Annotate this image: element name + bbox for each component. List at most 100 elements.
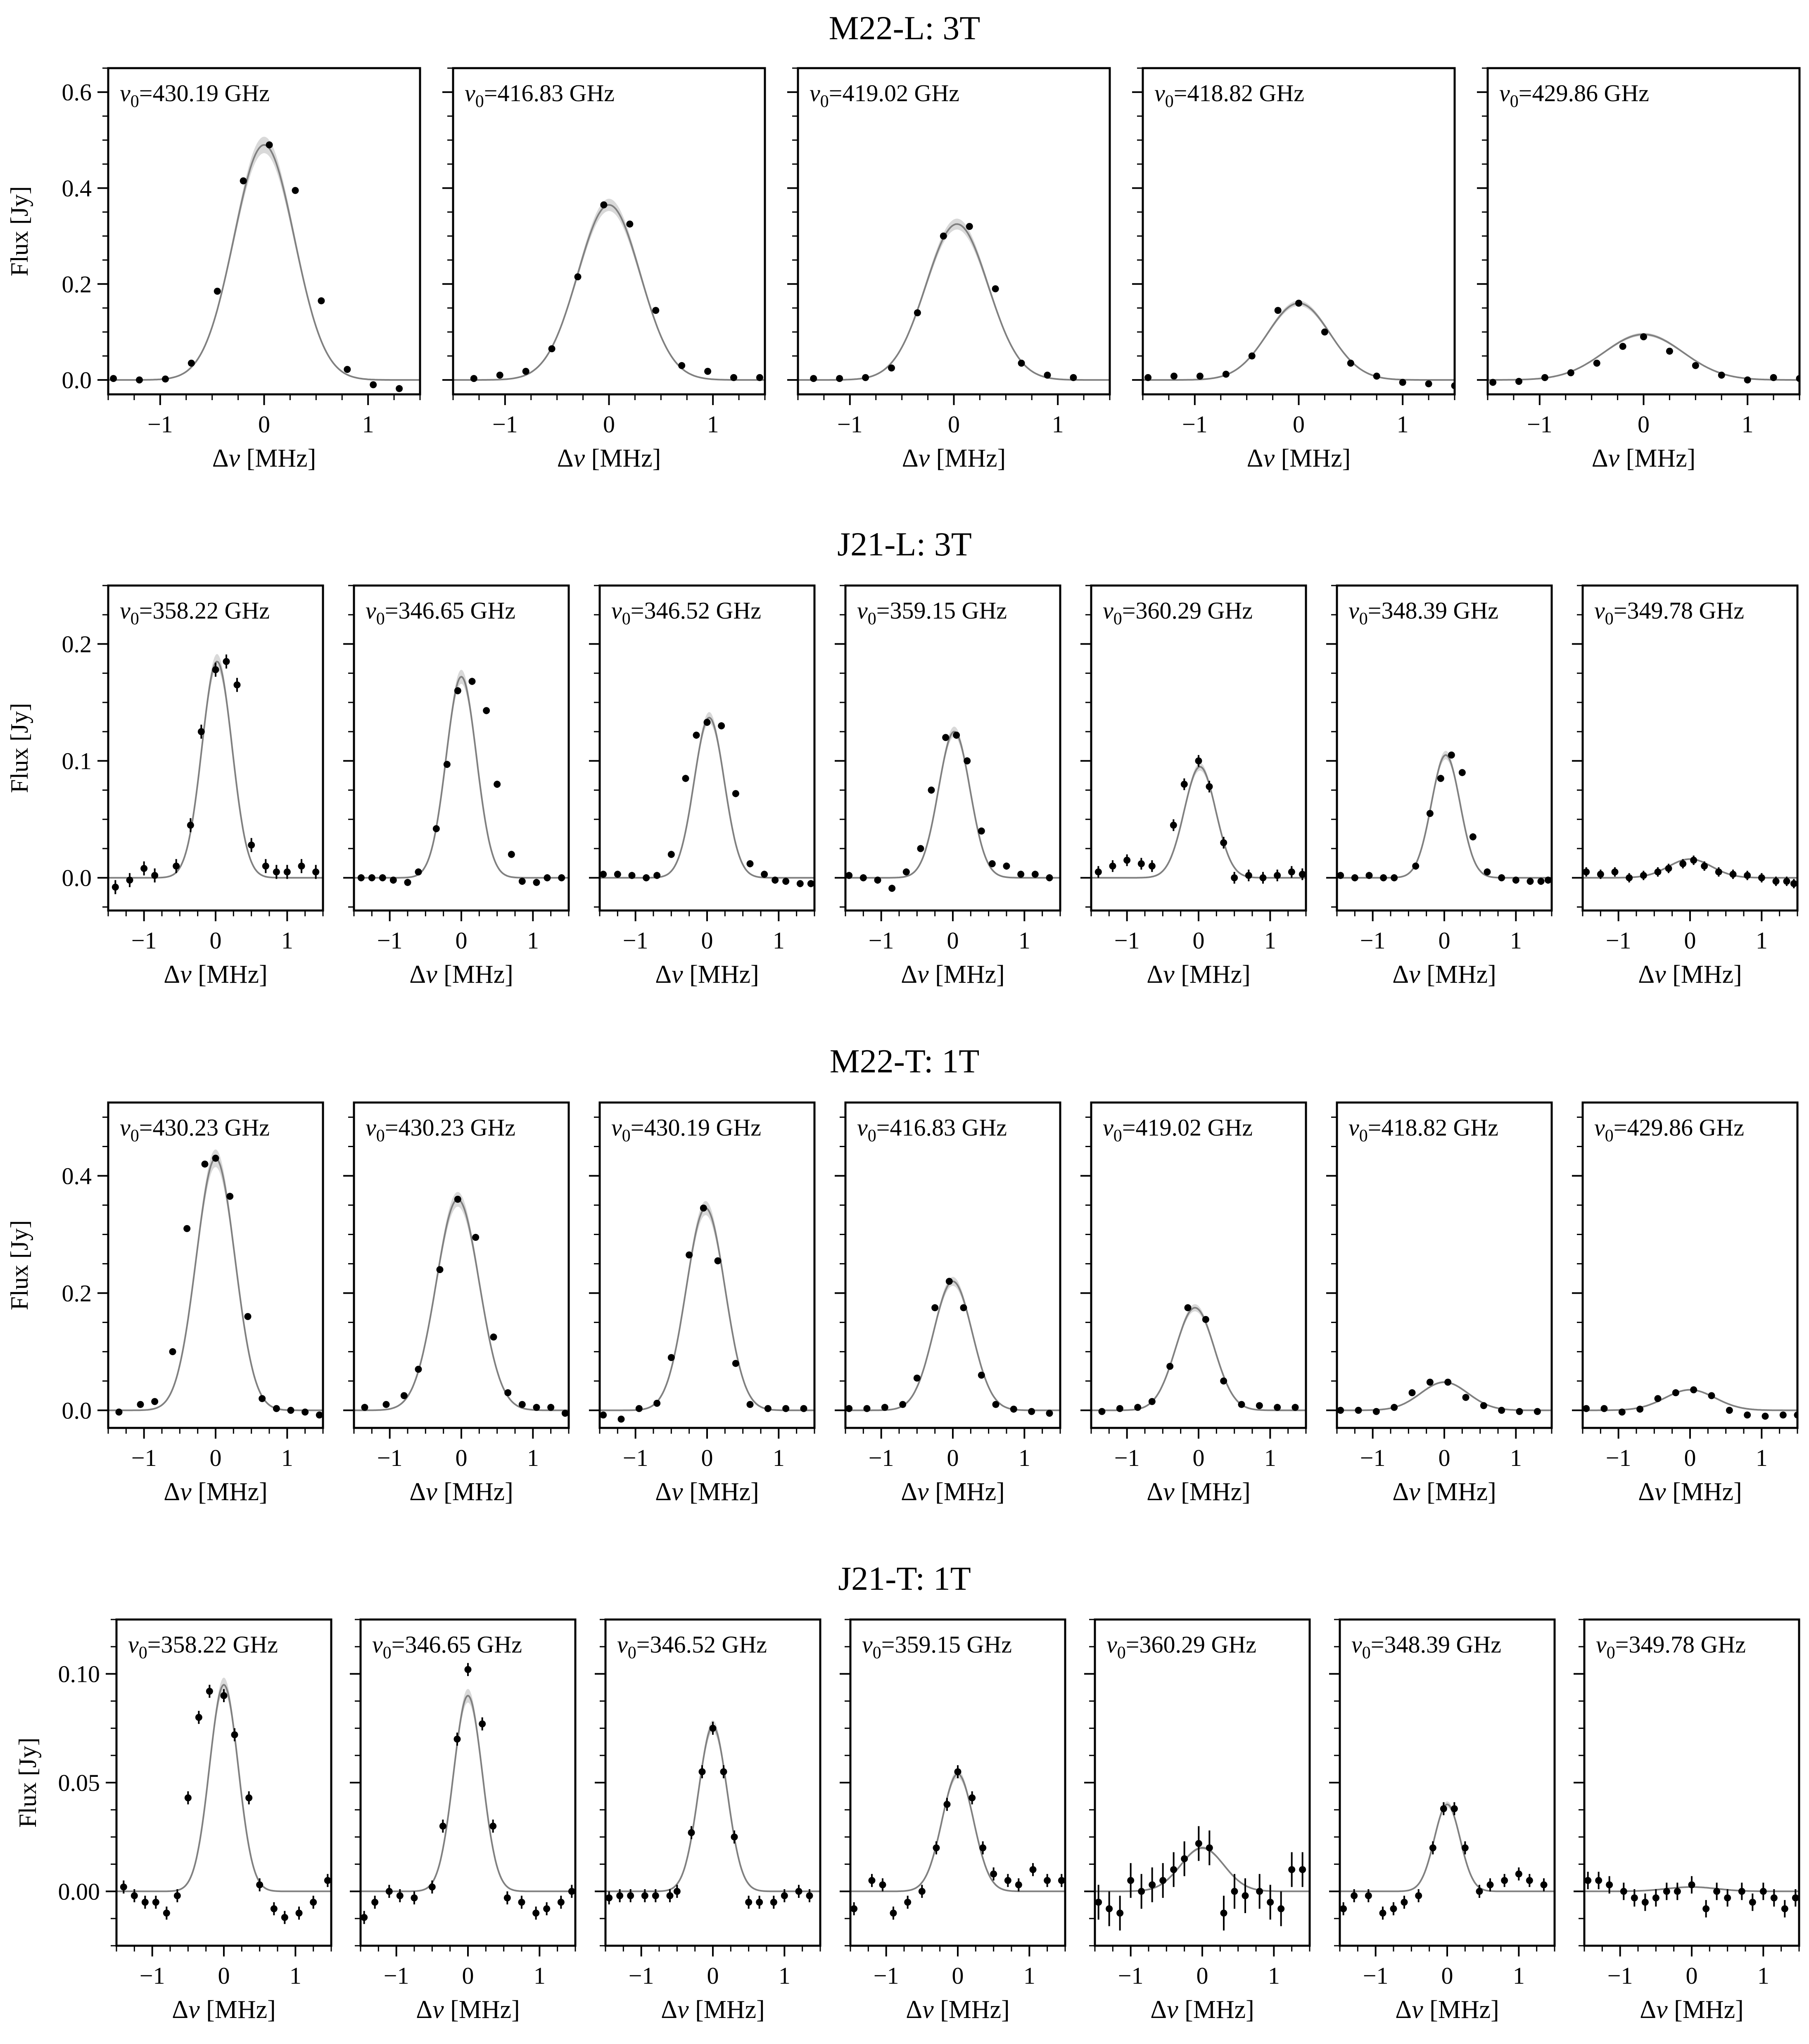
- x-axis-label-delta: Δ: [1640, 1996, 1656, 2024]
- data-marker: [1242, 1892, 1249, 1899]
- data-point: [1010, 1406, 1017, 1413]
- panel-frame: [115, 1618, 332, 1947]
- data-marker: [415, 868, 422, 876]
- panel-4-3: −1 0 1Δν [MHz]v0=346.52 GHz: [595, 1618, 821, 2024]
- plot-area: [108, 137, 420, 392]
- data-marker: [266, 141, 273, 149]
- x-axis-label: Δν [MHz]: [901, 1478, 1005, 1506]
- data-marker: [248, 841, 255, 849]
- data-point: [1412, 862, 1420, 870]
- data-point: [1116, 1405, 1123, 1412]
- plot-area: [1584, 1871, 1799, 1918]
- data-marker: [1003, 862, 1010, 870]
- data-marker: [1458, 769, 1466, 776]
- data-marker: [518, 1401, 526, 1408]
- data-point: [1337, 1406, 1344, 1414]
- data-marker: [1245, 872, 1252, 879]
- plot-area: [108, 654, 323, 894]
- data-marker: [988, 860, 996, 868]
- data-marker: [953, 731, 960, 739]
- data-point: [1783, 876, 1790, 886]
- data-point: [904, 1895, 912, 1909]
- x-axis-label: Δν [MHz]: [164, 1478, 268, 1506]
- x-tick-label: −1: [131, 1444, 157, 1471]
- data-marker: [781, 1892, 788, 1899]
- data-point: [732, 1360, 739, 1367]
- data-point: [1444, 1378, 1452, 1386]
- data-point: [1489, 379, 1497, 386]
- model-uncertainty-band: [1337, 751, 1552, 878]
- freq-value: =429.86 GHz: [1614, 1114, 1744, 1141]
- data-marker: [1790, 880, 1797, 887]
- data-marker: [1379, 1909, 1386, 1917]
- x-axis-label: Δν [MHz]: [1638, 1478, 1742, 1506]
- freq-symbol: v: [1596, 1631, 1607, 1658]
- row-title: J21-T: 1T: [838, 1560, 971, 1597]
- data-marker: [344, 366, 351, 373]
- freq-subscript: 0: [1510, 92, 1519, 111]
- data-point: [240, 177, 247, 185]
- x-tick-label: 0: [1686, 1962, 1698, 1989]
- data-marker: [845, 1405, 853, 1412]
- data-point: [1620, 1883, 1627, 1900]
- x-axis-label-nu: ν: [1163, 1478, 1175, 1506]
- data-point: [678, 362, 686, 369]
- data-marker: [1606, 1881, 1613, 1889]
- data-point: [720, 1765, 727, 1778]
- data-marker: [1044, 372, 1051, 379]
- freq-subscript: 0: [1359, 609, 1368, 628]
- x-axis-label-nu: ν: [922, 1996, 934, 2024]
- x-axis-label-delta: Δ: [1247, 444, 1263, 472]
- data-point: [1018, 359, 1025, 367]
- data-point: [914, 309, 921, 316]
- data-marker: [318, 297, 325, 304]
- x-tick-label: 1: [281, 927, 293, 954]
- data-point: [231, 1728, 238, 1741]
- data-point: [483, 707, 490, 714]
- data-point: [1744, 1411, 1751, 1419]
- data-point: [782, 877, 790, 885]
- data-point: [1149, 1867, 1156, 1902]
- data-marker: [1770, 374, 1777, 381]
- data-marker: [881, 1404, 888, 1411]
- data-point: [489, 1819, 497, 1833]
- data-point: [627, 1889, 634, 1902]
- data-point: [1458, 769, 1466, 776]
- data-point: [1259, 872, 1267, 884]
- data-point: [1137, 858, 1145, 870]
- data-point: [1461, 1841, 1469, 1854]
- data-point: [836, 375, 843, 382]
- x-axis-label: Δν [MHz]: [906, 1996, 1010, 2024]
- data-point: [141, 1895, 149, 1909]
- data-point: [1222, 370, 1230, 378]
- data-marker: [231, 1731, 238, 1738]
- data-point: [1138, 1874, 1145, 1909]
- x-axis-label: Δν [MHz]: [1592, 444, 1696, 472]
- data-marker: [731, 1833, 738, 1841]
- data-marker: [1663, 1887, 1670, 1895]
- data-point: [918, 1885, 926, 1898]
- model-fit-line: [116, 1684, 331, 1892]
- data-marker: [1274, 307, 1282, 314]
- data-marker: [195, 1714, 202, 1721]
- panel-frame: [1581, 1101, 1799, 1429]
- data-marker: [547, 1404, 555, 1411]
- data-marker: [1584, 1877, 1592, 1884]
- x-tick-label: 1: [707, 411, 719, 438]
- data-point: [1738, 1883, 1745, 1900]
- model-fit-line: [600, 1207, 814, 1411]
- data-point: [1347, 359, 1354, 367]
- x-axis-label: Δν [MHz]: [1147, 1478, 1251, 1506]
- data-point: [1044, 1874, 1051, 1887]
- data-marker: [1626, 874, 1633, 882]
- data-point: [953, 731, 960, 739]
- data-marker: [1652, 1894, 1659, 1902]
- data-marker: [544, 874, 551, 882]
- x-axis-label: Δν [MHz]: [1392, 1478, 1496, 1506]
- data-point: [490, 1333, 497, 1341]
- data-point: [1170, 372, 1178, 380]
- data-point: [1631, 1889, 1638, 1907]
- data-point: [1248, 352, 1256, 360]
- x-axis-label-unit: [MHz]: [1666, 960, 1742, 989]
- freq-symbol: v: [366, 1114, 376, 1141]
